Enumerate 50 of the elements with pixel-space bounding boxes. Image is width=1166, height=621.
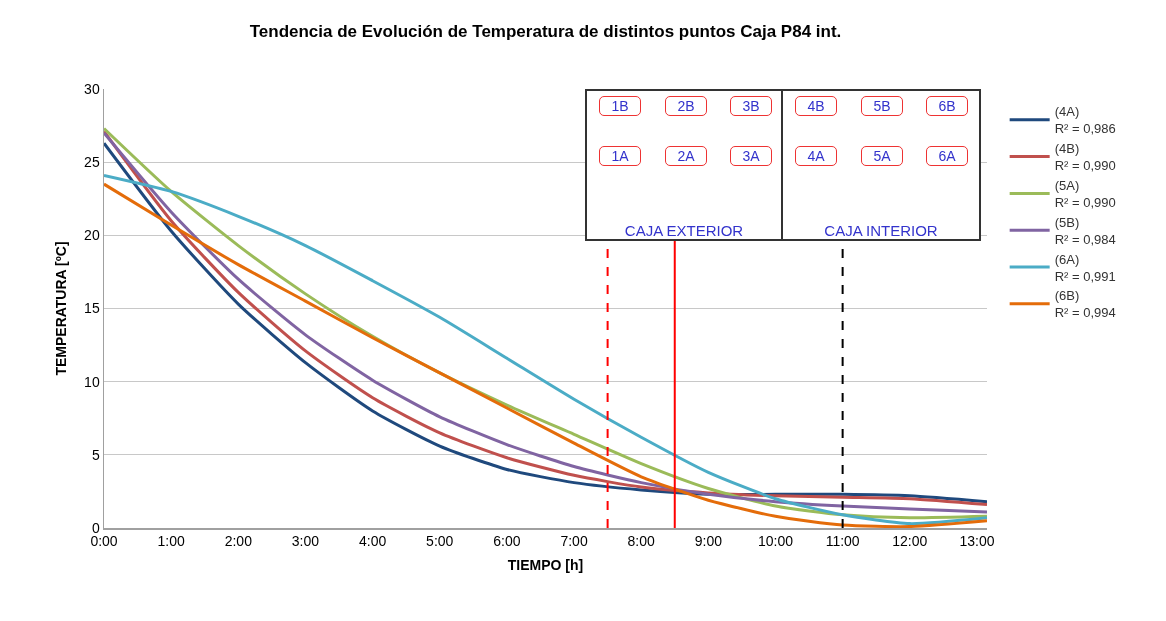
text: R² = 0,990	[1054, 194, 1116, 210]
legend-label: (6B)	[1054, 288, 1080, 304]
y-tick-label: 30	[84, 80, 100, 97]
text: R² = 0,990	[1054, 158, 1116, 174]
x-tick-label: 10:00	[757, 533, 794, 550]
legend-label: (4B)	[1054, 141, 1080, 157]
x-tick-label: 12:00	[892, 533, 928, 550]
annotation: CAJA INTERIOR	[823, 222, 939, 239]
x-tick-label: 1:00	[157, 533, 185, 550]
x-tick-label: 0:00	[90, 533, 118, 550]
y-tick-label: 20	[84, 227, 100, 244]
x-tick-label: 9:00	[694, 533, 723, 550]
y-axis-title: TEMPERATURA [ºC]	[52, 241, 69, 376]
x-tick-label: 11:00	[825, 533, 860, 550]
legend-label: (4A)	[1054, 104, 1080, 120]
legend-label: (6A)	[1054, 251, 1080, 267]
x-tick-label: 8:00	[627, 533, 656, 550]
x-tick-label: 6:00	[493, 533, 521, 550]
legend-label: (5A)	[1054, 178, 1080, 194]
y-tick-label: 15	[84, 300, 100, 317]
x-tick-label: 4:00	[358, 533, 387, 550]
text: R² = 0,984	[1054, 231, 1116, 247]
x-tick-label: 3:00	[291, 533, 320, 550]
annotation: 2B	[665, 96, 707, 116]
annotation: 6A	[926, 146, 968, 166]
text: R² = 0,986	[1054, 121, 1116, 137]
y-tick-label: 10	[84, 373, 100, 390]
chart-title: Tendencia de Evolución de Temperatura de distintos puntos Caja P84 int.	[249, 21, 842, 41]
annotation: 4B	[795, 96, 837, 116]
annotation: 2A	[665, 146, 707, 166]
x-tick-label: 7:00	[560, 533, 588, 550]
annotation: 5A	[861, 146, 903, 166]
legend-label: (5B)	[1054, 214, 1080, 230]
y-tick-label: 25	[84, 154, 100, 171]
text: R² = 0,991	[1054, 268, 1116, 284]
x-axis-title: TIEMPO [h]	[507, 557, 584, 574]
y-tick-label: 0	[91, 519, 100, 536]
x-tick-label: 2:00	[224, 533, 253, 550]
annotation: 3B	[730, 96, 772, 116]
x-tick-label: 13:00	[959, 533, 995, 550]
annotation: CAJA EXTERIOR	[623, 222, 745, 239]
x-tick-label: 5:00	[426, 533, 454, 550]
annotation: 1B	[599, 96, 641, 116]
annotation: 3A	[730, 146, 772, 166]
annotation: 6B	[926, 96, 968, 116]
annotation: 4A	[795, 146, 837, 166]
y-tick-label: 5	[91, 446, 100, 463]
annotation: 5B	[861, 96, 903, 116]
text: R² = 0,994	[1054, 305, 1116, 321]
annotation: 1A	[599, 146, 641, 166]
